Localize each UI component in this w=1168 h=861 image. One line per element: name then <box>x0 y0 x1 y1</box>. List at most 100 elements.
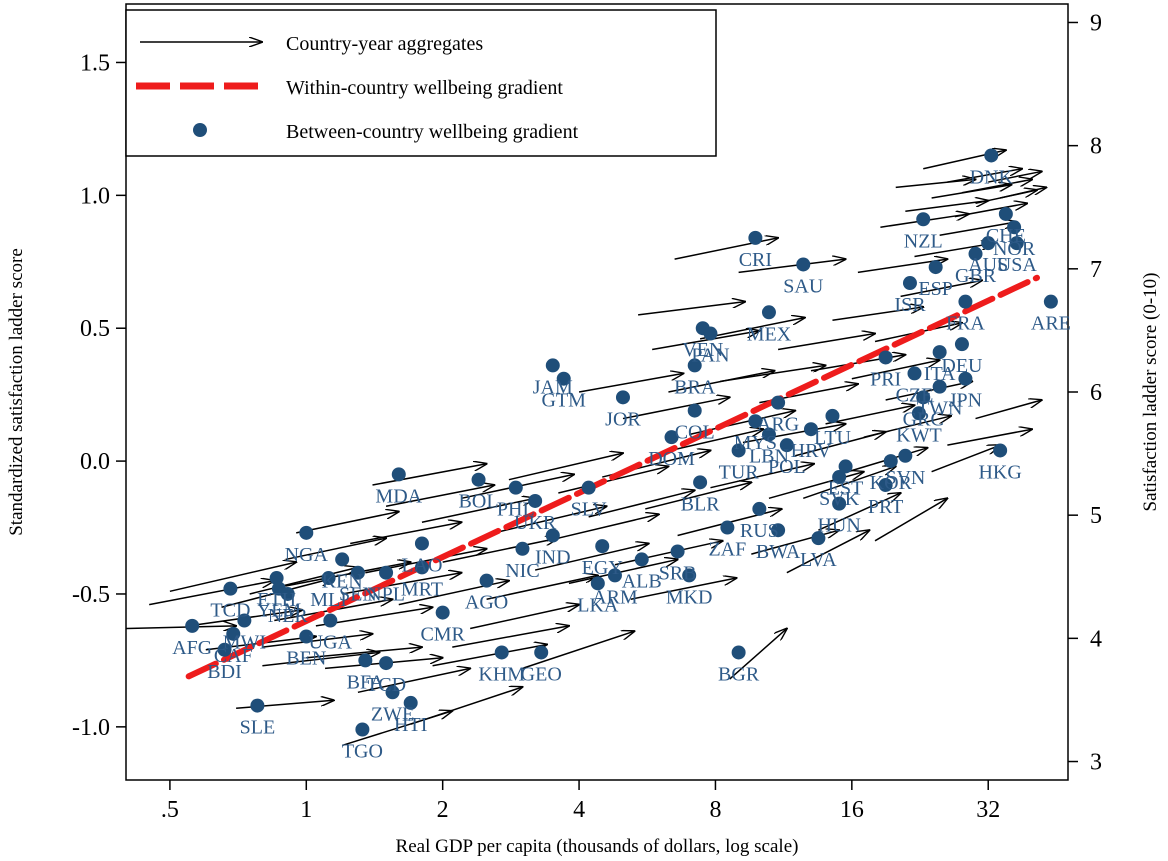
country-point <box>958 371 973 386</box>
country-year-arrow <box>851 360 940 380</box>
country-point <box>981 236 996 251</box>
y-right-tick-label: 5 <box>1090 503 1102 529</box>
country-point <box>321 571 336 586</box>
country-year-arrow <box>578 373 683 393</box>
country-point <box>237 613 252 628</box>
country-label: VEN <box>682 339 723 361</box>
y-right-tick-label: 4 <box>1090 626 1102 652</box>
country-year-arrow <box>432 644 548 667</box>
country-year-arrow <box>720 365 825 383</box>
country-label: SEN <box>339 584 377 606</box>
country-point <box>323 613 338 628</box>
country-year-arrow <box>534 543 649 571</box>
country-point <box>355 722 370 737</box>
country-label: ISR <box>894 294 926 316</box>
country-year-arrow <box>803 466 895 500</box>
country-year-arrow <box>738 259 846 274</box>
country-point <box>545 528 560 543</box>
labels-layer: AFGBDITCDMWIETHCAFYEMSLENERUGABENBFATCDH… <box>172 166 1071 762</box>
country-point <box>748 414 763 429</box>
country-label: DNK <box>970 166 1014 188</box>
country-label: MKD <box>666 586 713 608</box>
country-label: NZL <box>904 230 943 252</box>
country-point <box>898 448 913 463</box>
country-year-arrow <box>622 397 730 420</box>
country-point <box>731 443 746 458</box>
country-label: EGY <box>582 557 623 579</box>
country-year-arrow <box>372 464 486 486</box>
country-point <box>771 395 786 410</box>
country-year-arrow <box>777 334 875 351</box>
country-label: MEX <box>747 323 792 345</box>
country-year-arrow <box>508 453 623 481</box>
country-point <box>878 478 893 493</box>
country-label: UGA <box>309 632 353 654</box>
legend-label-within: Within-country wellbeing gradient <box>286 77 563 99</box>
x-tick-label: 1 <box>300 797 312 823</box>
country-label: PRI <box>870 368 901 390</box>
country-label: ESP <box>918 278 952 300</box>
country-point <box>615 390 630 405</box>
country-label: MRT <box>401 578 443 600</box>
country-label: PRT <box>868 496 903 518</box>
country-year-arrow <box>262 634 372 648</box>
country-point <box>761 427 776 442</box>
country-point <box>335 552 350 567</box>
country-point <box>358 653 373 668</box>
country-point <box>932 379 947 394</box>
country-label: AGO <box>465 592 508 614</box>
country-point <box>932 345 947 360</box>
country-point <box>916 390 931 405</box>
country-point <box>687 403 702 418</box>
country-point <box>471 472 486 487</box>
country-label: BDI <box>207 661 241 683</box>
country-year-arrow <box>452 626 569 648</box>
country-point <box>350 565 365 580</box>
country-year-arrow <box>947 169 1022 183</box>
country-year-arrow <box>905 201 988 213</box>
country-point <box>1043 294 1058 309</box>
country-year-arrow <box>169 562 296 593</box>
country-year-arrow <box>149 581 274 606</box>
y-right-tick-label: 8 <box>1090 134 1102 160</box>
country-year-arrow <box>768 472 864 500</box>
x-tick-label: 4 <box>573 797 585 823</box>
country-point <box>832 470 847 485</box>
country-year-arrow <box>442 538 559 563</box>
country-label: TGO <box>342 741 383 763</box>
country-year-arrow <box>410 687 523 725</box>
country-label: RUS <box>740 520 779 542</box>
country-point <box>878 350 893 365</box>
country-label: BFA <box>347 671 385 693</box>
x-tick-label: 2 <box>437 797 449 823</box>
country-label: TWN <box>917 398 963 420</box>
country-label: CMR <box>420 624 465 646</box>
country-year-arrow <box>342 573 461 595</box>
country-point <box>217 642 232 657</box>
country-point <box>664 430 679 445</box>
country-point <box>299 525 314 540</box>
country-label: JPN <box>949 390 982 412</box>
country-label: LVA <box>800 549 837 571</box>
country-year-arrow <box>699 318 805 340</box>
country-label: IND <box>535 547 571 569</box>
country-label: KOR <box>870 472 913 494</box>
country-year-arrow <box>630 578 737 601</box>
country-point <box>379 565 394 580</box>
country-label: HRV <box>791 440 832 462</box>
country-label: HUN <box>817 515 860 537</box>
country-year-arrow <box>588 490 695 518</box>
country-label: GTM <box>541 390 586 412</box>
country-point <box>796 257 811 272</box>
country-label: MWI <box>223 632 266 654</box>
country-point <box>280 586 295 601</box>
country-label: DOM <box>648 448 695 470</box>
country-label: FRA <box>946 313 985 335</box>
country-label: NER <box>268 605 309 627</box>
country-year-arrow <box>568 559 678 585</box>
country-year-arrow <box>710 464 814 489</box>
country-label: NPL <box>367 584 405 606</box>
country-point <box>720 520 735 535</box>
gradient-layer <box>185 274 1040 680</box>
x-tick-label: 8 <box>709 797 721 823</box>
